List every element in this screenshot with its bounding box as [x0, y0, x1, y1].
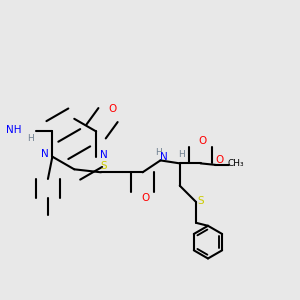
- Text: CH₃: CH₃: [228, 159, 244, 168]
- Text: O: O: [142, 193, 150, 202]
- Text: S: S: [101, 161, 107, 171]
- Text: N: N: [100, 150, 107, 160]
- Text: H: H: [156, 148, 162, 158]
- Text: S: S: [197, 196, 204, 206]
- Text: N: N: [160, 152, 167, 162]
- Text: O: O: [216, 155, 224, 165]
- Text: H: H: [178, 150, 184, 159]
- Text: N: N: [41, 149, 49, 159]
- Text: NH: NH: [6, 125, 21, 135]
- Text: O: O: [108, 104, 117, 114]
- Text: O: O: [198, 136, 206, 146]
- Text: H: H: [27, 134, 34, 143]
